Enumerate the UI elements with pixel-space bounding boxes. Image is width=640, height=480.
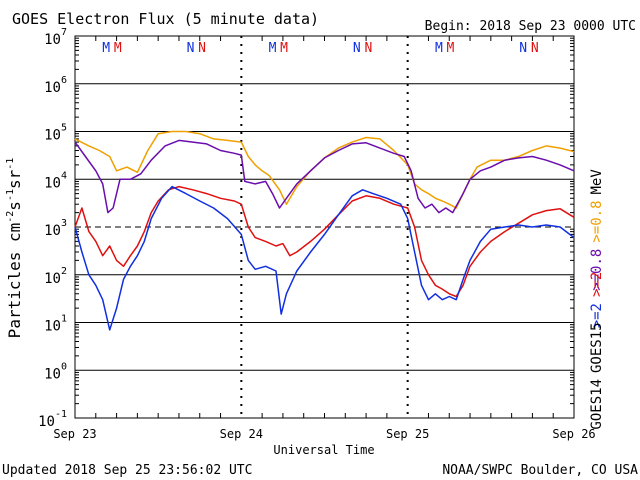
legend-goes15-2: >=2 — [589, 272, 605, 297]
series-line-2 — [74, 185, 575, 298]
legend-goes15: GOES15 — [589, 322, 605, 373]
y-tick-label: 106 — [44, 75, 67, 96]
y-axis-label-exp3: -1 — [5, 158, 16, 170]
orbit-marker: N — [353, 41, 361, 56]
orbit-marker: M — [435, 41, 443, 56]
legend-goes14-2: >=2 — [589, 303, 605, 328]
x-tick-label: Sep 26 — [552, 427, 595, 441]
legend-energy-2: >=2>=2 — [589, 272, 605, 329]
y-axis-label: Particles cm-2s-1sr-1 — [5, 158, 24, 339]
legend: >=0.8>=0.8MeV >=2>=2 GOES14GOES15 — [589, 169, 605, 430]
y-tick-label: 100 — [44, 361, 67, 382]
series-line-0 — [74, 130, 575, 209]
credit: NOAA/SWPC Boulder, CO USA — [442, 463, 638, 478]
series-line-1 — [74, 139, 575, 214]
y-tick-label: 107 — [44, 27, 67, 48]
y-tick-label: 10-1 — [38, 409, 67, 430]
y-tick-label: 101 — [44, 314, 67, 335]
orbit-marker: M — [114, 41, 122, 56]
x-axis-label: Universal Time — [273, 443, 374, 457]
y-tick-label: 103 — [44, 218, 67, 239]
x-tick-label: Sep 23 — [53, 427, 96, 441]
y-tick-label: 105 — [44, 123, 67, 144]
y-axis-label-mid2: sr — [5, 169, 24, 189]
orbit-marker: M — [280, 41, 288, 56]
orbit-marker: N — [364, 41, 372, 56]
x-tick-label: Sep 24 — [220, 427, 263, 441]
orbit-marker: N — [519, 41, 527, 56]
begin-time: Begin: 2018 Sep 23 0000 UTC — [425, 19, 636, 34]
legend-goes14-08: >=0.8 — [589, 249, 605, 291]
chart-title: GOES Electron Flux (5 minute data) — [12, 10, 319, 28]
orbit-marker: N — [187, 41, 195, 56]
y-tick-label: 104 — [44, 170, 67, 191]
orbit-marker: N — [198, 41, 206, 56]
orbit-marker: N — [531, 41, 539, 56]
y-axis-label-exp2: -1 — [5, 189, 16, 201]
y-axis-label-base: Particles cm — [5, 223, 24, 339]
y-axis-label-mid1: s — [5, 201, 24, 211]
orbit-marker: M — [102, 41, 110, 56]
legend-satellites: GOES14 GOES15 — [589, 322, 605, 429]
legend-energy-08: >=0.8 >=0.8 MeV — [589, 169, 605, 291]
orbit-marker: M — [269, 41, 277, 56]
y-axis-label-exp1: -2 — [5, 211, 16, 223]
legend-goes15-08: >=0.8 — [589, 200, 605, 242]
orbit-marker: M — [446, 41, 454, 56]
series-line-3 — [74, 185, 575, 331]
x-tick-label: Sep 25 — [386, 427, 429, 441]
y-tick-label: 102 — [44, 266, 67, 287]
legend-units-08: MeV — [589, 169, 605, 195]
updated-time: Updated 2018 Sep 25 23:56:02 UTC — [2, 463, 252, 478]
legend-goes14: GOES14 — [589, 379, 605, 430]
